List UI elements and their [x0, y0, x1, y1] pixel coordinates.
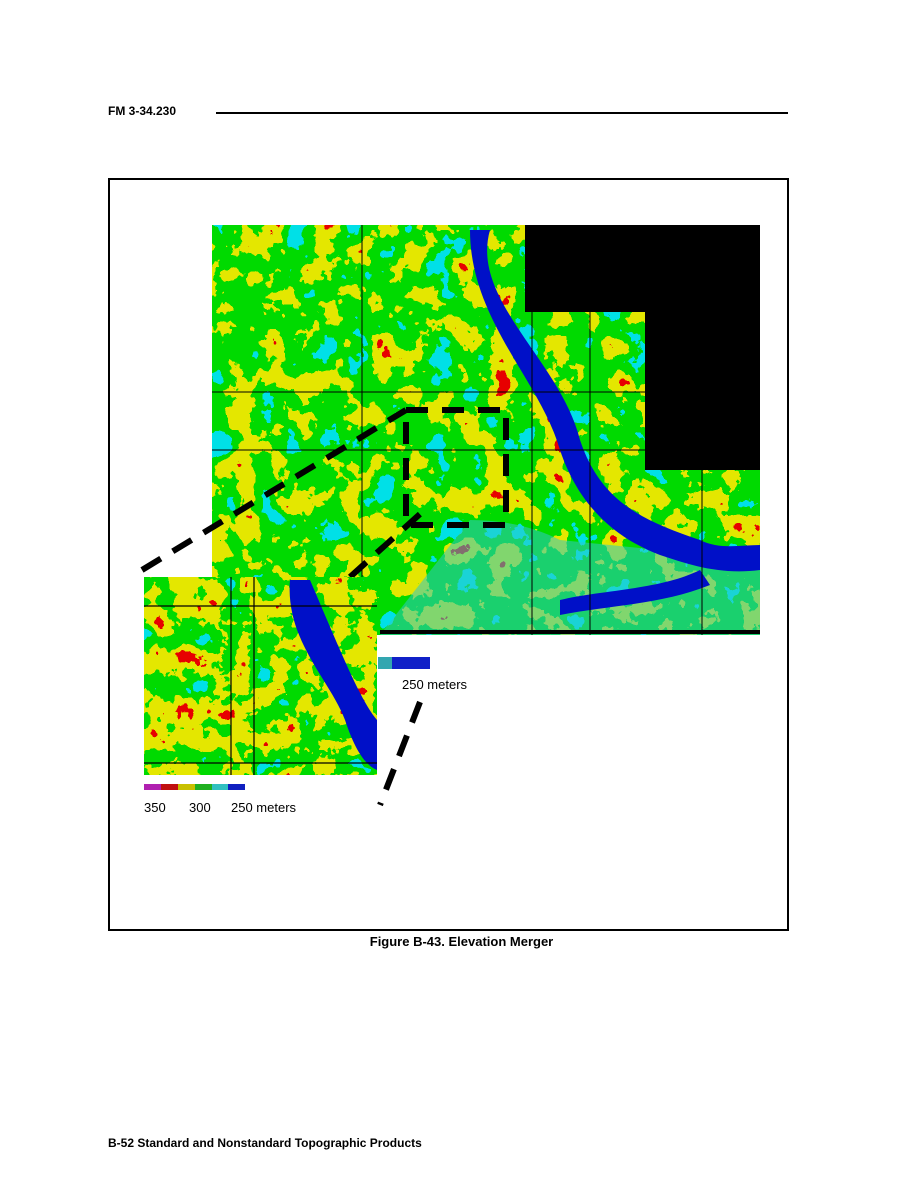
- inset-river: [289, 580, 377, 770]
- no-data-region: [525, 225, 760, 470]
- document-id: FM 3-34.230: [108, 104, 177, 118]
- main-legend-label: 250 meters: [402, 677, 468, 692]
- zoom-region-box: [403, 407, 509, 528]
- inset-legend-label-250: 250 meters: [231, 800, 297, 815]
- zoom-indicator: [140, 407, 509, 807]
- figure-caption: Figure B-43. Elevation Merger: [369, 934, 554, 949]
- page-footer: B-52 Standard and Nonstandard Topographi…: [108, 1136, 422, 1150]
- figure-frame: [108, 178, 789, 931]
- river: [470, 230, 760, 572]
- inset-elevation-map: [143, 576, 378, 776]
- header-rule: [216, 112, 788, 114]
- main-legend-bar: [378, 657, 430, 669]
- inset-legend-label-350: 350: [144, 800, 166, 815]
- inset-legend-bar: [144, 784, 245, 790]
- main-elevation-map: [212, 225, 760, 635]
- lowland-area: [380, 520, 760, 635]
- inset-legend-label-300: 300: [189, 800, 211, 815]
- river-branch: [560, 570, 710, 615]
